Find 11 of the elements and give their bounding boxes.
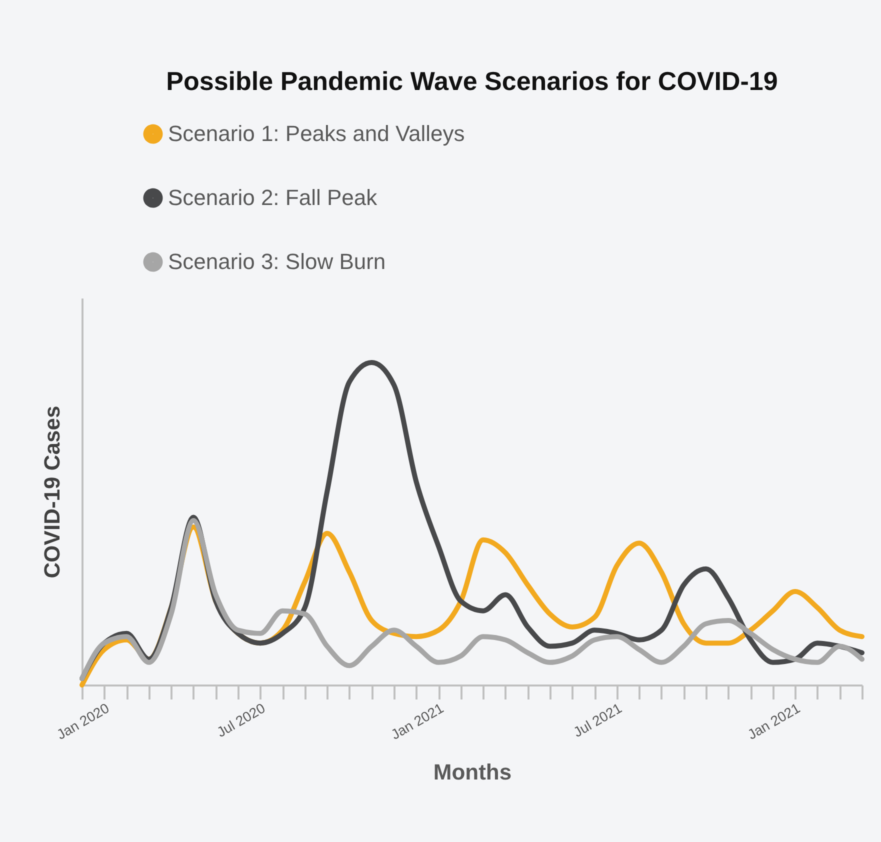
legend-label: Scenario 2: Fall Peak: [168, 185, 378, 210]
x-axis-title: Months: [433, 759, 512, 784]
chart-title: Possible Pandemic Wave Scenarios for COVID-19: [166, 66, 778, 96]
y-axis-title: COVID-19 Cases: [40, 406, 64, 578]
x-tick-label: Jul 2021: [570, 700, 625, 740]
x-tick-label: Jan 2021: [388, 700, 446, 742]
legend-label: Scenario 3: Slow Burn: [168, 249, 386, 274]
legend-label: Scenario 1: Peaks and Valleys: [168, 121, 465, 146]
x-tick-label: Jul 2020: [214, 700, 268, 740]
x-tick-label: Jan 2020: [54, 700, 112, 742]
x-tick-label: Jan 2021: [744, 700, 803, 742]
